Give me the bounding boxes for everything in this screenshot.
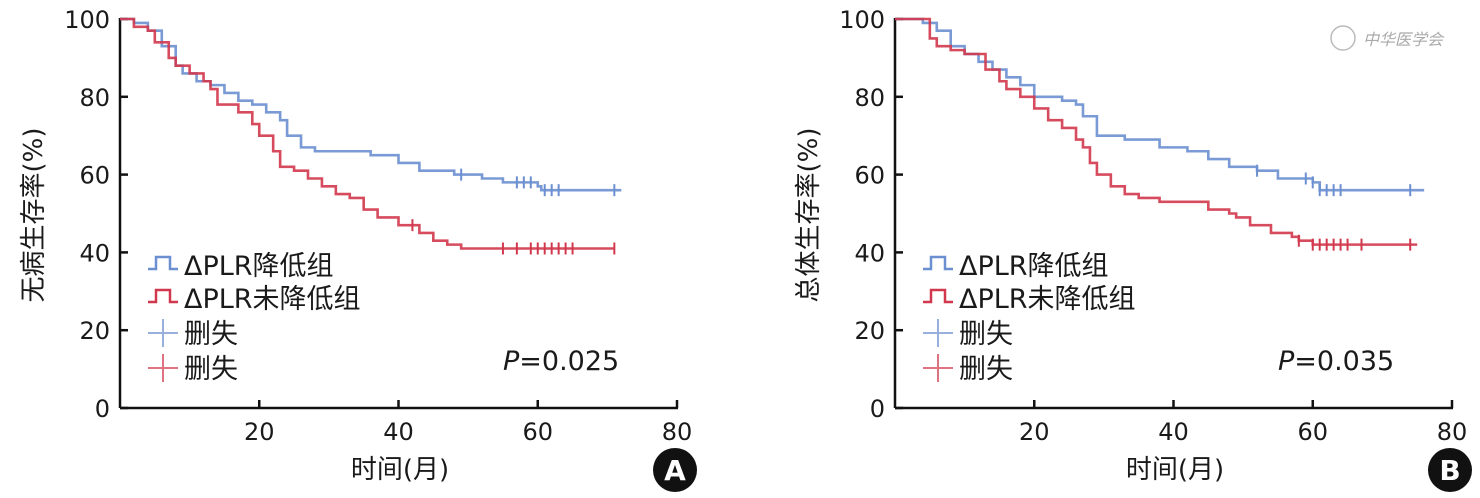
- panel-badge-label: A: [664, 454, 686, 487]
- y-tick-label: 0: [870, 395, 885, 423]
- legend-label: 删失: [184, 319, 238, 350]
- p-label: P: [1278, 346, 1295, 377]
- survival-curve-reduced: [120, 17, 622, 192]
- legend-label: ΔPLR未降低组: [184, 284, 361, 315]
- p-label: P: [503, 346, 520, 377]
- km-panel-A: 0 20 40 60 80 100 20 40 60 80 时间(月) 无病生存率(%) ΔPLR降低组…: [19, 6, 697, 492]
- y-tick-label: 60: [79, 162, 110, 190]
- y-axis-label: 总体生存率(%): [794, 128, 824, 303]
- y-tick-label: 20: [854, 317, 885, 345]
- watermark-logo-icon: [1330, 25, 1356, 51]
- y-tick-label: 80: [854, 84, 885, 112]
- x-axis-label: 时间(月): [1126, 455, 1224, 485]
- km-panel-B: 0 20 40 60 80 100 20 40 60 80 时间(月) 总体生存率(%) ΔPLR降低组…: [794, 6, 1472, 492]
- p-value-annotation: P=0.025: [503, 346, 619, 377]
- x-tick-label: 60: [522, 418, 553, 446]
- legend-censor-icon: [148, 319, 178, 347]
- y-axis-label: 无病生存率(%): [19, 128, 49, 303]
- legend-label: 删失: [959, 319, 1013, 350]
- survival-curve-reduced: [895, 17, 1425, 192]
- x-tick-label: 40: [383, 418, 414, 446]
- x-tick-label: 80: [1437, 418, 1468, 446]
- y-tick-label: 40: [79, 239, 110, 267]
- x-tick-label: 80: [662, 418, 693, 446]
- panel-badge: [1428, 448, 1472, 492]
- legend-label: ΔPLR未降低组: [959, 284, 1136, 315]
- legend-label: ΔPLR降低组: [959, 251, 1109, 282]
- legend-line-icon: [148, 255, 178, 271]
- y-tick-label: 100: [839, 6, 885, 34]
- legend-label: 删失: [184, 354, 238, 385]
- y-tick-label: 60: [854, 162, 885, 190]
- legend-censor-icon: [923, 354, 953, 382]
- y-tick-label: 100: [64, 6, 110, 34]
- legend-censor-icon: [923, 319, 953, 347]
- p-value-annotation: P=0.035: [1278, 346, 1394, 377]
- x-tick-label: 40: [1158, 418, 1189, 446]
- x-axis-label: 时间(月): [351, 455, 449, 485]
- p-value: =0.025: [519, 346, 619, 377]
- panel-badge: [653, 448, 697, 492]
- x-tick-label: 60: [1297, 418, 1328, 446]
- p-value: =0.035: [1294, 346, 1394, 377]
- watermark-text: 中华医学会: [1363, 30, 1445, 49]
- legend-line-icon: [923, 255, 953, 271]
- survival-curve-not-reduced: [895, 17, 1418, 246]
- legend-line-icon: [923, 288, 953, 304]
- y-tick-label: 80: [79, 84, 110, 112]
- y-tick-label: 20: [79, 317, 110, 345]
- legend-label: 删失: [959, 354, 1013, 385]
- legend-censor-icon: [148, 354, 178, 382]
- x-tick-label: 20: [244, 418, 275, 446]
- legend-line-icon: [148, 288, 178, 304]
- y-tick-label: 40: [854, 239, 885, 267]
- survival-curve-not-reduced: [120, 17, 615, 250]
- legend-label: ΔPLR降低组: [184, 251, 334, 282]
- panel-badge-label: B: [1439, 454, 1460, 487]
- x-tick-label: 20: [1019, 418, 1050, 446]
- y-tick-label: 0: [95, 395, 110, 423]
